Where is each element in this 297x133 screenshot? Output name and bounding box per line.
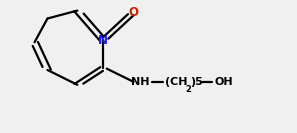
Text: (CH: (CH [165,77,188,87]
Text: OH: OH [214,77,233,87]
Text: 2: 2 [186,85,192,94]
Text: N: N [98,34,108,47]
Text: O: O [128,6,138,19]
Text: NH: NH [131,77,149,87]
Text: )5: )5 [190,77,203,87]
